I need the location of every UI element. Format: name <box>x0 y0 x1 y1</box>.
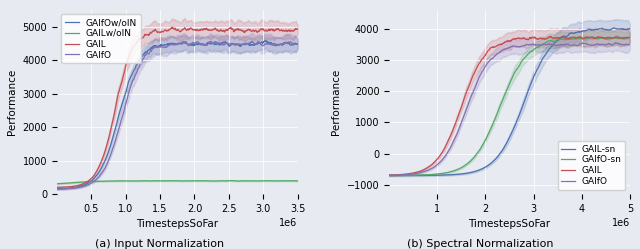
GAIfO <box>207 40 215 43</box>
GAIL-sn <box>531 72 539 75</box>
GAIL <box>236 28 244 31</box>
GAILw/oIN <box>227 179 235 182</box>
GAILw/oIN <box>236 180 244 183</box>
GAIfO <box>539 44 547 47</box>
GAILw/oIN <box>294 179 301 182</box>
Y-axis label: Performance: Performance <box>7 69 17 135</box>
GAIL <box>168 26 176 29</box>
GAIL <box>531 36 539 39</box>
Line: GAIfO: GAIfO <box>57 41 298 189</box>
GAIfO <box>260 43 268 46</box>
GAIL <box>68 185 76 188</box>
GAIL <box>260 29 268 32</box>
GAILw/oIN <box>68 181 76 184</box>
GAIL <box>525 38 533 41</box>
GAIfOw/oIN <box>68 187 76 189</box>
GAIfO <box>207 41 214 44</box>
GAIfO-sn <box>626 36 634 39</box>
Text: (b) Spectral Normalization: (b) Spectral Normalization <box>407 239 553 249</box>
GAIfO-sn <box>593 37 600 40</box>
Line: GAILw/oIN: GAILw/oIN <box>57 181 298 184</box>
GAIfO-sn <box>568 38 575 41</box>
GAIfO <box>531 43 539 46</box>
GAIfOw/oIN <box>260 40 268 43</box>
GAIfO-sn <box>400 174 408 177</box>
GAIfO <box>626 43 634 46</box>
GAIfO <box>593 43 600 46</box>
GAIL <box>626 36 634 39</box>
GAIfO <box>525 43 533 46</box>
Line: GAIfO-sn: GAIfO-sn <box>389 37 630 176</box>
GAILw/oIN <box>260 179 268 182</box>
GAIfO <box>385 174 393 177</box>
GAIfO-sn <box>588 35 596 38</box>
GAIL-sn <box>593 28 600 31</box>
X-axis label: TimestepsSoFar: TimestepsSoFar <box>136 220 218 230</box>
GAILw/oIN <box>53 182 61 185</box>
GAIL-sn <box>525 87 533 90</box>
GAIfO-sn <box>539 43 547 46</box>
GAIL-sn <box>539 57 547 60</box>
Text: 1e6: 1e6 <box>612 218 630 228</box>
GAIfOw/oIN <box>199 44 207 47</box>
GAIfO-sn <box>525 52 533 55</box>
Y-axis label: Performance: Performance <box>332 69 341 135</box>
GAIfO <box>612 41 620 44</box>
GAIfO <box>53 187 61 190</box>
GAIfO <box>236 42 244 45</box>
GAIL <box>294 27 301 30</box>
GAIfO-sn <box>385 174 393 177</box>
Line: GAIL-sn: GAIL-sn <box>389 28 630 176</box>
GAIL <box>595 35 602 38</box>
GAIL-sn <box>400 174 408 177</box>
Line: GAIL: GAIL <box>57 27 298 187</box>
GAILw/oIN <box>193 179 200 182</box>
GAIfO <box>400 173 408 176</box>
GAIfO <box>568 44 575 47</box>
GAIfOw/oIN <box>294 42 301 45</box>
GAIL-sn <box>385 174 393 177</box>
GAIL <box>193 28 201 31</box>
GAIL <box>385 174 393 177</box>
GAIfOw/oIN <box>262 39 269 42</box>
Line: GAIfO: GAIfO <box>389 43 630 175</box>
GAIfO-sn <box>531 47 539 50</box>
Text: (a) Input Normalization: (a) Input Normalization <box>95 239 225 249</box>
Legend: GAIL-sn, GAIfO-sn, GAIL, GAIfO: GAIL-sn, GAIfO-sn, GAIL, GAIfO <box>557 141 625 190</box>
GAIL-sn <box>568 31 575 34</box>
GAIL-sn <box>626 27 634 30</box>
X-axis label: TimestepsSoFar: TimestepsSoFar <box>468 220 550 230</box>
GAIL <box>400 173 408 176</box>
GAIL <box>207 29 214 32</box>
GAIfOw/oIN <box>236 45 243 48</box>
GAIL <box>539 38 547 41</box>
GAIfOw/oIN <box>193 43 200 46</box>
GAILw/oIN <box>207 180 214 183</box>
GAIL <box>53 186 61 189</box>
GAIfO <box>199 42 207 45</box>
Line: GAIL: GAIL <box>389 36 630 175</box>
GAIL-sn <box>610 26 618 29</box>
GAIL <box>593 37 600 40</box>
GAIfO <box>68 187 76 190</box>
GAIfOw/oIN <box>207 42 214 45</box>
GAILw/oIN <box>199 179 207 182</box>
GAIfO <box>193 40 200 43</box>
Legend: GAIfOw/oIN, GAILw/oIN, GAIL, GAIfO: GAIfOw/oIN, GAILw/oIN, GAIL, GAIfO <box>61 14 141 63</box>
Text: 1e6: 1e6 <box>280 218 298 228</box>
GAIfOw/oIN <box>53 187 61 190</box>
GAIL <box>200 28 207 31</box>
GAIfO <box>294 42 301 45</box>
Line: GAIfOw/oIN: GAIfOw/oIN <box>57 40 298 189</box>
GAIL <box>568 36 575 39</box>
